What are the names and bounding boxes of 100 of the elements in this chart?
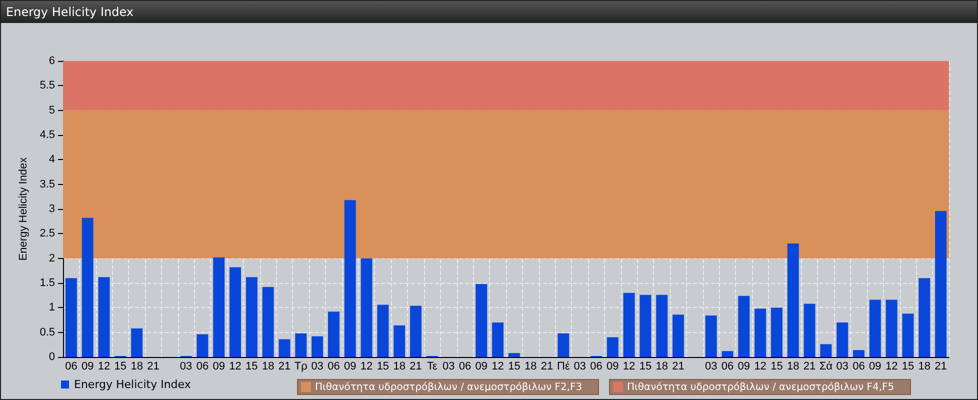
x-tick-label: 18: [130, 360, 143, 372]
x-tick-label: 21: [278, 360, 291, 372]
bar: [262, 286, 274, 357]
bar: [606, 337, 618, 357]
x-tick-label: 06: [590, 360, 602, 372]
y-tick-label: 1.5: [40, 277, 55, 289]
x-tick-label: 06: [196, 360, 209, 372]
x-tick-label: 15: [376, 360, 390, 372]
x-tick-label: Σά: [819, 360, 834, 372]
bar: [360, 258, 372, 357]
x-tick-label: 09: [869, 360, 882, 372]
bar: [820, 344, 832, 357]
bar: [476, 284, 488, 357]
x-tick-label: 15: [770, 360, 783, 372]
x-tick-label: Τρ: [294, 360, 308, 372]
y-tick-label: 6: [48, 55, 55, 67]
x-tick-label: 09: [606, 360, 619, 372]
y-tick-label: 0.5: [40, 326, 55, 338]
bar: [886, 300, 898, 357]
bar: [410, 306, 422, 357]
bar: [672, 314, 684, 357]
x-tick-label: 06: [328, 360, 340, 372]
x-tick-label: 09: [212, 360, 225, 372]
y-tick-label: 1: [48, 302, 55, 314]
bar: [394, 325, 406, 357]
x-tick-label: 09: [344, 360, 356, 372]
x-tick-label: 21: [934, 360, 947, 372]
x-tick-label: 15: [114, 360, 127, 372]
x-tick-label: 12: [622, 360, 636, 372]
x-tick-label: 06: [721, 360, 734, 372]
x-tick-label: 21: [147, 360, 160, 372]
x-tick-label: 03: [574, 360, 586, 372]
bar: [918, 278, 930, 357]
y-tick-label: 5: [48, 104, 55, 116]
bar: [623, 292, 635, 357]
x-tick-label: 06: [852, 360, 865, 372]
legend-label: Energy Helicity Index: [74, 378, 192, 391]
legend-label: Πιθανότητα υδροστρόβιλων / ανεμοστρόβιλων F4,F5: [627, 382, 894, 392]
x-tick-label: 21: [672, 360, 684, 372]
x-tick-label: Τε: [426, 360, 438, 372]
x-tick-label: 03: [180, 360, 192, 372]
y-tick-label: 2.5: [40, 228, 55, 240]
x-tick-label: 21: [540, 360, 554, 372]
bar: [640, 294, 652, 357]
y-tick-label: 3: [48, 203, 55, 215]
x-tick-label: 15: [508, 360, 520, 372]
bar: [196, 334, 208, 357]
x-tick-label: 12: [360, 360, 373, 372]
x-tick-label: 21: [803, 360, 816, 372]
x-tick-label: 09: [475, 360, 488, 372]
x-tick-label: 15: [902, 360, 914, 372]
y-tick-label: 5.5: [40, 80, 55, 92]
x-tick-label: 18: [524, 360, 537, 372]
bar: [836, 322, 848, 357]
bar: [770, 308, 782, 357]
x-tick-label: 18: [787, 360, 800, 372]
x-tick-label: 03: [311, 360, 324, 372]
bar: [344, 200, 356, 357]
y-tick-label: 4: [48, 154, 55, 166]
x-tick-label: 18: [393, 360, 406, 372]
bar: [312, 336, 324, 357]
bar: [278, 339, 290, 357]
x-tick-label: 12: [754, 360, 766, 372]
bar: [722, 351, 734, 357]
bar: [705, 316, 717, 357]
x-tick-label: 03: [836, 360, 848, 372]
x-tick-label: 12: [885, 360, 898, 372]
x-tick-label: 15: [639, 360, 652, 372]
x-tick-label: 12: [229, 360, 242, 372]
y-tick-label: 3.5: [40, 178, 55, 190]
bar: [754, 308, 766, 357]
bar: [738, 296, 750, 357]
bar: [98, 277, 110, 357]
legend-label: Πιθανότητα υδροστρόβιλων / ανεμοστρόβιλων F2,F3: [315, 382, 582, 392]
bar: [213, 257, 225, 357]
x-tick-label: 21: [410, 360, 422, 372]
bar: [328, 312, 340, 357]
bar: [246, 277, 258, 357]
chart-title: Energy Helicity Index: [1, 1, 977, 23]
x-tick-label: 18: [656, 360, 668, 372]
bar: [804, 304, 816, 357]
bar: [902, 314, 914, 357]
bar: [377, 304, 389, 357]
bar: [508, 353, 520, 357]
x-tick-label: 15: [246, 360, 258, 372]
bar: [935, 210, 947, 357]
bar: [853, 350, 864, 357]
x-tick-label: Πέ: [556, 360, 570, 372]
x-tick-label: 09: [81, 360, 94, 372]
bar: [131, 328, 143, 357]
y-tick-label: 4.5: [40, 129, 55, 141]
x-tick-label: 03: [442, 360, 455, 372]
y-tick-label: 2: [48, 252, 55, 264]
y-axis-title: Energy Helicity Index: [17, 156, 30, 261]
bar: [656, 294, 668, 357]
x-tick-label: 06: [65, 360, 78, 372]
bar: [230, 267, 242, 357]
y-tick-label: 0: [48, 351, 55, 363]
bar: [82, 218, 94, 357]
bar: [65, 278, 77, 357]
